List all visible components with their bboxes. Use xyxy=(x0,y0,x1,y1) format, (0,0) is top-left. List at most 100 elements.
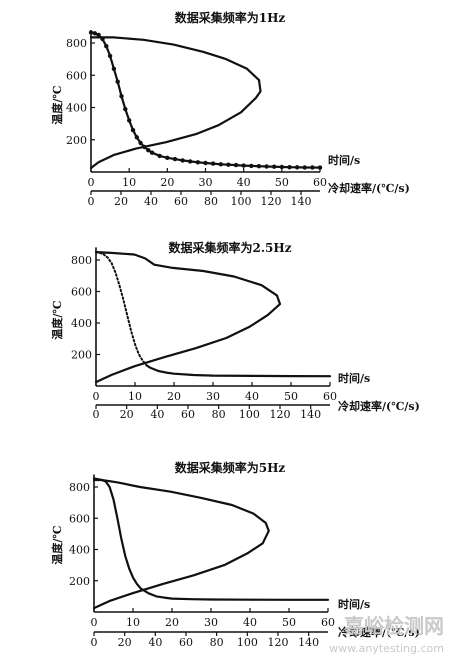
data-point xyxy=(317,165,323,170)
y-tick-label: 800 xyxy=(66,37,87,50)
y-tick-label: 400 xyxy=(66,102,87,115)
rate-tick-label: 40 xyxy=(150,408,164,421)
y-tick-label: 200 xyxy=(71,349,92,362)
rate-tick-label: 140 xyxy=(298,636,319,649)
time-tick-label: 30 xyxy=(204,616,218,629)
data-point xyxy=(241,163,246,168)
data-point xyxy=(123,106,128,112)
y-axis-label: 温度/℃ xyxy=(50,525,64,564)
y-tick-label: 600 xyxy=(69,512,90,525)
y-tick-label: 600 xyxy=(66,69,87,82)
data-point xyxy=(226,162,231,167)
rate-tick-label: 20 xyxy=(118,636,132,649)
time-tick-label: 10 xyxy=(128,390,142,403)
time-tick-label: 20 xyxy=(167,390,181,403)
data-point xyxy=(203,160,208,166)
rate-tick-label: 140 xyxy=(300,408,321,421)
chart-title: 数据采集频率为1Hz xyxy=(175,10,286,25)
rate-tick-label: 0 xyxy=(93,408,100,421)
time-tick-label: 20 xyxy=(160,176,174,189)
time-tick-label: 0 xyxy=(88,176,95,189)
data-point xyxy=(130,127,136,133)
time-tick-label: 20 xyxy=(165,616,179,629)
data-point xyxy=(218,162,223,167)
time-tick-label: 30 xyxy=(206,390,220,403)
rate-tick-label: 100 xyxy=(237,636,258,649)
data-point xyxy=(233,162,239,168)
rate-tick-label: 80 xyxy=(212,408,226,421)
rate-axis-label: 冷却速率/(℃/s) xyxy=(338,625,420,639)
data-point xyxy=(294,165,300,170)
y-tick-label: 200 xyxy=(66,134,87,147)
time-tick-label: 50 xyxy=(282,616,296,629)
y-tick-label: 800 xyxy=(71,254,92,267)
rate-tick-label: 120 xyxy=(261,195,282,208)
time-tick-label: 60 xyxy=(323,390,337,403)
y-tick-label: 600 xyxy=(71,286,92,299)
rate-tick-label: 60 xyxy=(174,195,188,208)
temperature-vs-time-curve-0 xyxy=(95,251,148,367)
data-point xyxy=(115,79,120,84)
data-point xyxy=(287,165,292,170)
rate-tick-label: 80 xyxy=(204,195,218,208)
data-point xyxy=(172,156,178,162)
y-tick-label: 200 xyxy=(69,575,90,588)
time-tick-label: 30 xyxy=(199,176,213,189)
data-point xyxy=(249,163,254,169)
temperature-vs-cooling-rate-curve-1 xyxy=(89,36,262,170)
time-axis-label: 时间/s xyxy=(338,371,370,385)
data-point xyxy=(272,164,277,169)
data-point xyxy=(157,153,162,159)
rate-tick-label: 0 xyxy=(88,195,95,208)
rate-tick-label: 20 xyxy=(114,195,128,208)
rate-tick-label: 80 xyxy=(210,636,224,649)
data-point xyxy=(195,160,201,165)
data-point xyxy=(165,155,170,160)
rate-tick-label: 0 xyxy=(91,636,98,649)
data-point xyxy=(96,32,101,38)
time-tick-label: 40 xyxy=(245,390,259,403)
data-point xyxy=(111,66,117,72)
time-tick-label: 40 xyxy=(243,616,257,629)
rate-tick-label: 60 xyxy=(181,408,195,421)
data-point xyxy=(119,94,124,99)
y-tick-label: 400 xyxy=(71,317,92,330)
y-tick-label: 400 xyxy=(69,544,90,557)
rate-tick-label: 60 xyxy=(179,636,193,649)
data-point xyxy=(210,161,216,166)
chart-panel-5hz: 数据采集频率为5Hz 温度/℃ 200 400 600 800 0 10 20 30 40 50 6… xyxy=(50,460,420,649)
data-point xyxy=(180,158,185,163)
rate-tick-label: 140 xyxy=(291,195,312,208)
data-point xyxy=(134,135,139,140)
time-tick-label: 50 xyxy=(275,176,289,189)
temperature-vs-time-curve-0 xyxy=(92,477,330,601)
time-axis-label: 时间/s xyxy=(328,153,360,167)
rate-tick-label: 20 xyxy=(120,408,134,421)
data-point xyxy=(256,164,262,169)
rate-tick-label: 40 xyxy=(144,195,158,208)
y-axis-label: 温度/℃ xyxy=(50,300,64,339)
data-point xyxy=(138,140,143,146)
rate-axis-label: 冷却速率/(℃/s) xyxy=(338,399,420,413)
rate-tick-label: 100 xyxy=(239,408,260,421)
data-point xyxy=(149,150,155,155)
data-point xyxy=(188,159,193,164)
rate-axis-label: 冷却速率/(℃/s) xyxy=(328,181,410,195)
time-tick-label: 40 xyxy=(237,176,251,189)
watermark-line-2: www.anytesting.com xyxy=(329,642,444,655)
data-point xyxy=(302,165,307,170)
time-tick-label: 0 xyxy=(93,390,100,403)
time-tick-label: 10 xyxy=(126,616,140,629)
rate-tick-label: 120 xyxy=(270,408,291,421)
watermark: 嘉峪检测网 www.anytesting.com xyxy=(329,614,444,655)
data-point xyxy=(146,148,151,153)
rate-tick-label: 40 xyxy=(148,636,162,649)
y-tick-label: 800 xyxy=(69,481,90,494)
chart-title: 数据采集频率为5Hz xyxy=(175,460,286,475)
